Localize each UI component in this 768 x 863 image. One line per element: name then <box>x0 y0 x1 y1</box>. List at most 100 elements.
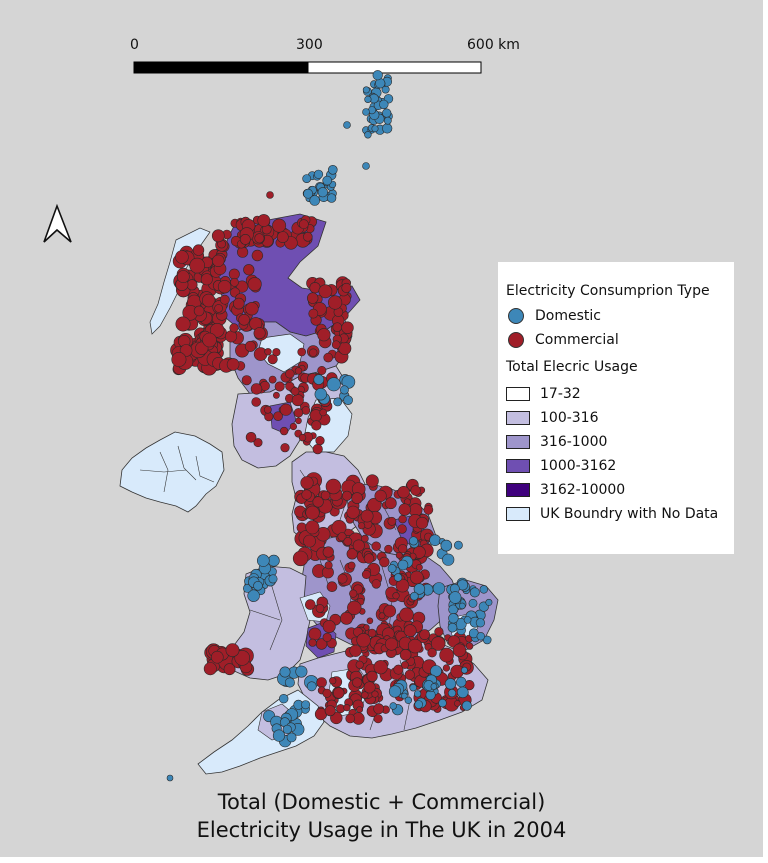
commercial-point <box>398 514 407 524</box>
commercial-point <box>226 358 240 371</box>
commercial-point <box>337 573 348 584</box>
commercial-point <box>266 191 274 199</box>
commercial-point <box>192 244 205 256</box>
commercial-point <box>343 704 351 712</box>
domestic-point <box>256 554 270 567</box>
commercial-point <box>407 638 423 654</box>
commercial-point <box>371 579 381 589</box>
legend-label-commercial: Commercial <box>535 332 619 348</box>
commercial-point <box>439 647 454 663</box>
commercial-point <box>322 688 332 698</box>
domestic-point <box>282 724 292 735</box>
domestic-point <box>253 580 263 591</box>
commercial-point <box>383 604 397 618</box>
commercial-point <box>234 650 250 666</box>
domestic-point <box>313 169 324 179</box>
commercial-point <box>202 332 217 348</box>
commercial-point <box>423 505 434 515</box>
domestic-point <box>485 598 493 606</box>
commercial-point <box>345 713 356 724</box>
commercial-point <box>399 648 412 661</box>
domestic-point <box>302 174 312 183</box>
commercial-point <box>276 231 289 243</box>
commercial-point <box>230 277 239 287</box>
legend-fill-heading: Total Elecric Usage <box>506 359 638 375</box>
commercial-point <box>341 282 352 293</box>
commercial-point <box>374 489 387 503</box>
domestic-point <box>268 574 278 584</box>
commercial-point <box>318 284 333 299</box>
commercial-point <box>171 351 187 367</box>
legend-class-label: UK Boundry with No Data <box>540 506 719 522</box>
commercial-point <box>341 490 352 501</box>
commercial-point <box>324 705 336 717</box>
commercial-point <box>323 352 334 363</box>
commercial-point <box>337 532 347 542</box>
commercial-point <box>263 405 272 414</box>
commercial-point <box>272 348 281 357</box>
commercial-point <box>268 375 277 384</box>
map-title-line-2: Electricity Usage in The UK in 2004 <box>196 818 567 842</box>
commercial-point <box>239 233 251 245</box>
domestic-point <box>414 700 424 709</box>
legend-class-item: 1000-3162 <box>506 456 616 476</box>
commercial-point <box>290 386 300 396</box>
commercial-point <box>322 546 334 558</box>
commercial-point <box>238 313 250 326</box>
domestic-point <box>343 121 351 129</box>
commercial-point <box>264 412 274 422</box>
commercial-point <box>387 516 397 526</box>
commercial-point <box>332 322 343 333</box>
commercial-point <box>219 294 230 305</box>
commercial-point <box>366 670 378 683</box>
commercial-point <box>365 474 379 488</box>
commercial-point <box>280 443 290 453</box>
legend-class-swatch <box>506 435 530 449</box>
legend-class-label: 17-32 <box>540 386 581 402</box>
domestic-point <box>364 131 372 139</box>
commercial-point <box>416 516 429 530</box>
commercial-point <box>292 550 309 567</box>
commercial-point <box>355 660 364 669</box>
commercial-point <box>352 539 365 552</box>
commercial-point <box>175 250 189 264</box>
commercial-point <box>316 677 327 688</box>
domestic-point <box>327 165 338 175</box>
commercial-point <box>356 706 363 713</box>
domestic-point <box>444 678 457 690</box>
domestic-point <box>267 554 280 567</box>
domestic-point <box>284 677 295 688</box>
commercial-point <box>343 537 353 546</box>
commercial-point <box>338 341 352 355</box>
commercial-point <box>225 330 238 343</box>
domestic-point <box>476 632 485 641</box>
commercial-point <box>373 660 388 675</box>
commercial-point <box>244 340 256 352</box>
domestic-point <box>413 583 426 595</box>
domestic-point <box>442 553 455 566</box>
commercial-point <box>356 632 371 648</box>
commercial-point <box>395 578 410 593</box>
commercial-point <box>398 544 408 554</box>
domestic-point <box>166 774 174 782</box>
commercial-point <box>245 302 259 316</box>
legend-class-label: 1000-3162 <box>540 458 617 474</box>
domestic-point <box>387 564 397 573</box>
commercial-point <box>250 383 263 395</box>
commercial-point <box>305 520 320 535</box>
domestic-point <box>382 108 392 118</box>
commercial-point <box>404 669 415 680</box>
domestic-point <box>449 591 462 604</box>
domestic-point <box>430 665 442 677</box>
domestic-point <box>326 377 341 392</box>
commercial-point <box>241 375 252 386</box>
domestic-point <box>475 618 486 628</box>
domestic-point <box>397 559 409 571</box>
legend-item-domestic: Domestic <box>506 306 601 326</box>
commercial-point <box>341 321 354 334</box>
commercial-point <box>366 617 374 625</box>
commercial-point <box>329 677 337 685</box>
commercial-point <box>453 700 461 707</box>
domestic-point <box>393 573 403 582</box>
domestic-point <box>313 374 325 385</box>
